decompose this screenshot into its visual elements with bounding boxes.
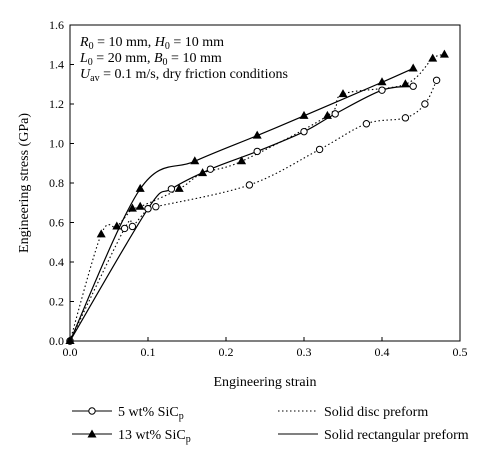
y-tick-label: 0.8: [49, 176, 64, 190]
data-point-circle: [421, 100, 429, 108]
legend-label-disc: Solid disc preform: [324, 405, 428, 420]
x-tick-label: 0.2: [219, 345, 234, 359]
data-point-triangle: [237, 156, 247, 165]
data-point-circle: [409, 82, 417, 90]
data-point-circle: [315, 145, 324, 154]
y-tick-label: 1.2: [49, 97, 64, 111]
data-point-circle: [245, 181, 254, 189]
annotation-text: L: [79, 51, 88, 66]
y-tick-label: 0.0: [49, 334, 64, 348]
annotation-text: = 10 mm: [168, 51, 222, 66]
legend-item-disc: Solid disc preform: [278, 405, 428, 420]
y-tick-label: 0.4: [49, 255, 64, 269]
series-line-0: [69, 80, 438, 342]
annotation-text: 0: [88, 57, 93, 68]
data-point-circle: [128, 222, 137, 231]
annotation-text: = 20 mm,: [93, 51, 154, 66]
annotation-text: 0: [165, 41, 170, 52]
annotation-text: = 10 mm: [170, 35, 224, 50]
data-point-triangle: [408, 63, 418, 72]
y-tick-label: 1.6: [49, 18, 64, 32]
legend-item-rect: Solid rectangular preform: [278, 428, 469, 443]
data-point-circle: [362, 120, 371, 128]
legend-label-13wt: 13 wt% SiCp: [118, 428, 191, 445]
data-point-triangle: [428, 53, 438, 62]
series-markers: [65, 49, 449, 345]
data-point-circle: [206, 165, 215, 173]
annotation-text: U: [80, 67, 91, 82]
legend-item-5wt: 5 wt% SiCp: [72, 405, 184, 422]
x-tick-label: 0.3: [297, 345, 312, 359]
data-point-triangle: [322, 110, 332, 119]
annotation-text: R: [79, 35, 89, 50]
data-point-circle: [152, 203, 160, 211]
series-line-1: [69, 85, 414, 342]
data-point-triangle: [198, 168, 208, 177]
x-tick-label: 0.4: [375, 345, 390, 359]
series-line-2: [69, 54, 445, 342]
data-point-triangle: [252, 130, 262, 139]
data-point-triangle: [377, 77, 387, 86]
data-point-circle: [331, 110, 339, 118]
y-tick-label: 1.4: [49, 58, 64, 72]
annotation-text: = 10 mm,: [94, 35, 155, 50]
data-point-triangle: [400, 79, 410, 88]
series-lines: [69, 54, 445, 342]
x-tick-label: 0.0: [63, 345, 78, 359]
x-axis-title: Engineering strain: [213, 375, 316, 390]
data-point-triangle: [65, 336, 75, 344]
legend-filled-triangle-marker: [87, 429, 97, 438]
annotation-text: 0: [89, 41, 94, 52]
annotation-line-3: Uav = 0.1 m/s, dry friction conditions: [80, 67, 288, 84]
data-point-circle: [378, 86, 386, 94]
data-point-circle: [253, 147, 261, 156]
annotation-text: H: [154, 35, 166, 50]
legend-label-5wt: 5 wt% SiCp: [118, 405, 184, 422]
annotation-text: av: [90, 73, 99, 84]
legend-label-rect: Solid rectangular preform: [324, 428, 469, 443]
tick-layer: 0.0 0.1 0.2 0.3 0.4 0.5 0.0 0.2 0.4 0.6 0.8 1.0 1.2 1…: [49, 18, 468, 359]
data-point-triangle: [190, 156, 200, 165]
y-axis-title: Engineering stress (GPa): [17, 113, 32, 253]
x-tick-label: 0.5: [453, 345, 468, 359]
data-point-triangle: [127, 203, 137, 212]
data-point-triangle: [174, 183, 184, 192]
legend-item-13wt: 13 wt% SiCp: [72, 428, 191, 445]
y-tick-label: 1.0: [49, 137, 64, 151]
data-point-triangle: [338, 89, 348, 98]
data-point-circle: [432, 76, 441, 85]
data-point-triangle: [135, 201, 145, 210]
series-line-3: [69, 67, 414, 342]
data-point-triangle: [299, 110, 309, 119]
legend: 5 wt% SiCp 13 wt% SiCp Solid disc prefor…: [72, 405, 469, 445]
y-tick-label: 0.6: [49, 216, 64, 230]
data-point-triangle: [135, 183, 145, 192]
annotation-text: = 0.1 m/s, dry friction conditions: [100, 67, 288, 82]
data-point-circle: [167, 185, 176, 193]
data-point-triangle: [439, 49, 449, 58]
data-point-circle: [120, 224, 129, 233]
data-point-triangle: [112, 221, 122, 230]
data-point-circle: [401, 114, 410, 122]
data-point-circle: [300, 127, 308, 136]
data-point-circle: [144, 204, 152, 213]
annotation-text: B: [154, 51, 163, 66]
annotation-text: 0: [163, 57, 168, 68]
legend-open-circle-marker: [88, 407, 96, 415]
annotation-line-1: R0 = 10 mm, H0 = 10 mm: [79, 35, 224, 52]
data-point-triangle: [96, 229, 106, 238]
y-tick-label: 0.2: [49, 295, 64, 309]
x-tick-label: 0.1: [141, 345, 156, 359]
annotation-line-2: L0 = 20 mm, B0 = 10 mm: [79, 51, 222, 68]
